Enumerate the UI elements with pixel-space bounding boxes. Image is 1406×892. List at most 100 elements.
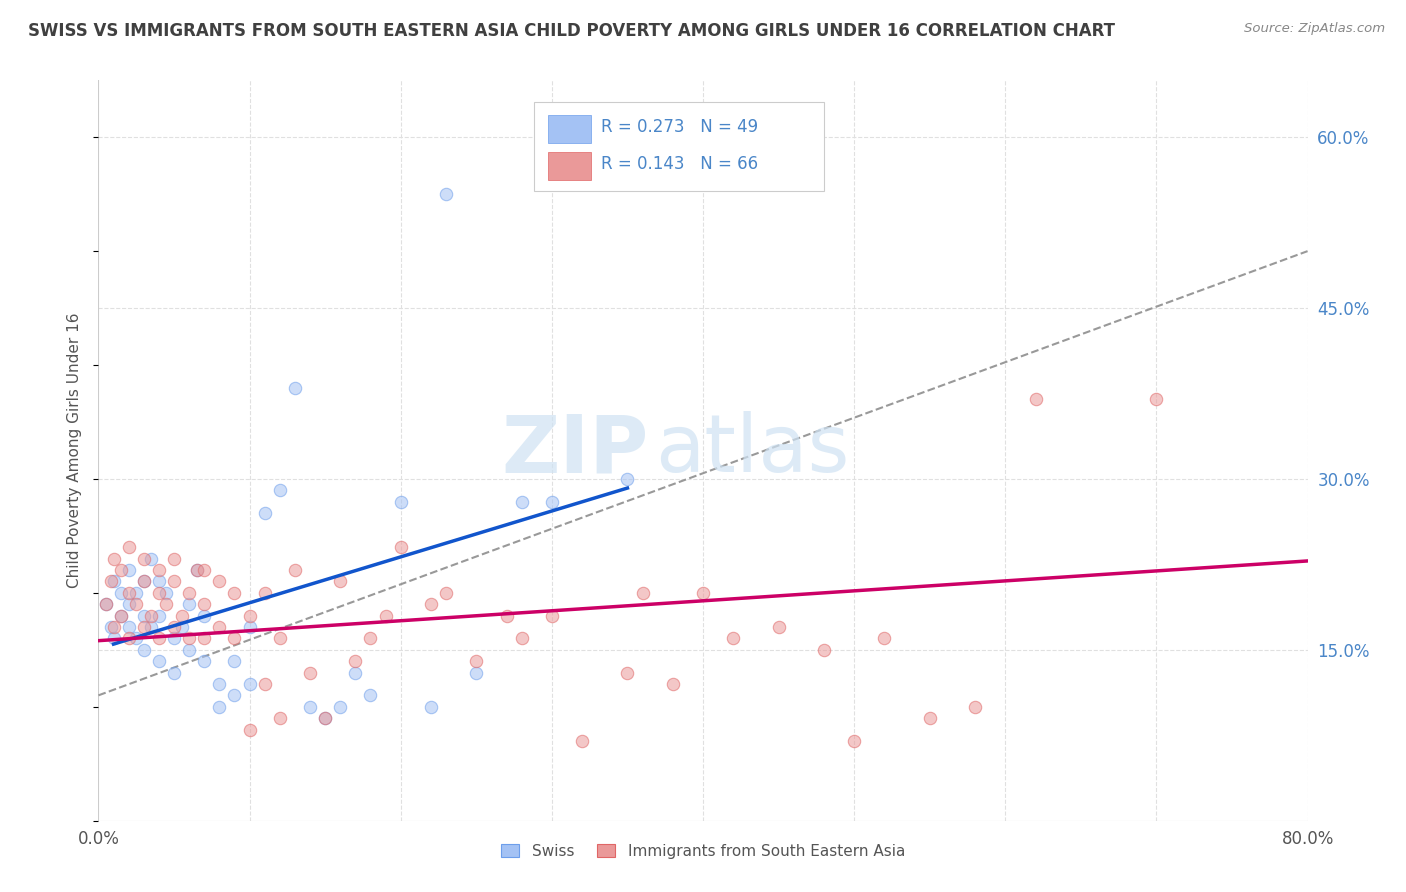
Point bbox=[118, 541, 141, 555]
Point bbox=[163, 665, 186, 680]
Point bbox=[208, 574, 231, 589]
Point bbox=[465, 665, 488, 680]
Point bbox=[208, 699, 231, 714]
Point bbox=[208, 677, 231, 691]
Y-axis label: Child Poverty Among Girls Under 16: Child Poverty Among Girls Under 16 bbox=[67, 313, 83, 588]
Point bbox=[844, 734, 866, 748]
Point bbox=[148, 632, 170, 646]
Point bbox=[813, 642, 835, 657]
Point bbox=[1144, 392, 1167, 407]
Point bbox=[374, 608, 396, 623]
Point bbox=[269, 711, 291, 725]
Point bbox=[163, 620, 186, 634]
Point bbox=[420, 597, 443, 611]
Point bbox=[224, 654, 246, 668]
Point bbox=[540, 494, 562, 508]
FancyBboxPatch shape bbox=[534, 103, 824, 191]
Text: R = 0.143   N = 66: R = 0.143 N = 66 bbox=[602, 155, 759, 173]
Point bbox=[253, 586, 276, 600]
Point bbox=[224, 586, 246, 600]
Point bbox=[148, 574, 170, 589]
Point bbox=[132, 642, 155, 657]
Point bbox=[148, 586, 170, 600]
Point bbox=[965, 699, 987, 714]
Point bbox=[616, 472, 638, 486]
Point bbox=[434, 586, 457, 600]
Point bbox=[110, 563, 132, 577]
Point bbox=[100, 620, 122, 634]
Point bbox=[360, 689, 382, 703]
Point bbox=[208, 620, 231, 634]
Point bbox=[132, 620, 155, 634]
Point bbox=[284, 381, 307, 395]
Point bbox=[103, 574, 125, 589]
Point bbox=[125, 597, 148, 611]
Point bbox=[170, 608, 193, 623]
Point bbox=[723, 632, 745, 646]
Point bbox=[193, 608, 215, 623]
Point bbox=[179, 632, 201, 646]
Point bbox=[239, 723, 262, 737]
Point bbox=[125, 632, 148, 646]
Point bbox=[918, 711, 941, 725]
Point bbox=[495, 608, 517, 623]
Point bbox=[314, 711, 336, 725]
Point bbox=[253, 506, 276, 520]
Point bbox=[193, 632, 215, 646]
Point bbox=[193, 597, 215, 611]
Point bbox=[193, 654, 215, 668]
Point bbox=[631, 586, 654, 600]
Point bbox=[148, 563, 170, 577]
Point bbox=[239, 677, 262, 691]
Point bbox=[224, 689, 246, 703]
Point bbox=[141, 551, 163, 566]
Point bbox=[103, 551, 125, 566]
Point bbox=[179, 586, 201, 600]
Point bbox=[329, 699, 352, 714]
Point bbox=[434, 187, 457, 202]
Point bbox=[179, 642, 201, 657]
Point bbox=[132, 574, 155, 589]
Point bbox=[132, 551, 155, 566]
Point bbox=[768, 620, 790, 634]
Text: ZIP: ZIP bbox=[502, 411, 648, 490]
Point bbox=[253, 677, 276, 691]
Point bbox=[118, 586, 141, 600]
FancyBboxPatch shape bbox=[548, 115, 591, 144]
Point bbox=[163, 574, 186, 589]
Point bbox=[132, 574, 155, 589]
Point bbox=[239, 608, 262, 623]
Text: SWISS VS IMMIGRANTS FROM SOUTH EASTERN ASIA CHILD POVERTY AMONG GIRLS UNDER 16 C: SWISS VS IMMIGRANTS FROM SOUTH EASTERN A… bbox=[28, 22, 1115, 40]
Point bbox=[94, 597, 117, 611]
Point bbox=[314, 711, 336, 725]
Point bbox=[420, 699, 443, 714]
Point bbox=[155, 586, 177, 600]
Point bbox=[186, 563, 208, 577]
Point bbox=[118, 597, 141, 611]
Point bbox=[465, 654, 488, 668]
Point bbox=[118, 620, 141, 634]
Point bbox=[344, 654, 367, 668]
Text: R = 0.273   N = 49: R = 0.273 N = 49 bbox=[602, 118, 759, 136]
Legend: Swiss, Immigrants from South Eastern Asia: Swiss, Immigrants from South Eastern Asi… bbox=[495, 838, 911, 865]
Point bbox=[155, 597, 177, 611]
Point bbox=[118, 563, 141, 577]
Point bbox=[360, 632, 382, 646]
Point bbox=[692, 586, 714, 600]
Point bbox=[540, 608, 562, 623]
Point bbox=[389, 541, 412, 555]
Point bbox=[1024, 392, 1046, 407]
Point bbox=[269, 483, 291, 498]
Point bbox=[141, 620, 163, 634]
Point bbox=[510, 494, 533, 508]
Point bbox=[873, 632, 896, 646]
Point bbox=[661, 677, 683, 691]
Point bbox=[125, 586, 148, 600]
Point bbox=[170, 620, 193, 634]
Point bbox=[148, 654, 170, 668]
Point bbox=[103, 620, 125, 634]
Point bbox=[110, 586, 132, 600]
Point bbox=[110, 608, 132, 623]
Point bbox=[94, 597, 117, 611]
Point bbox=[239, 620, 262, 634]
